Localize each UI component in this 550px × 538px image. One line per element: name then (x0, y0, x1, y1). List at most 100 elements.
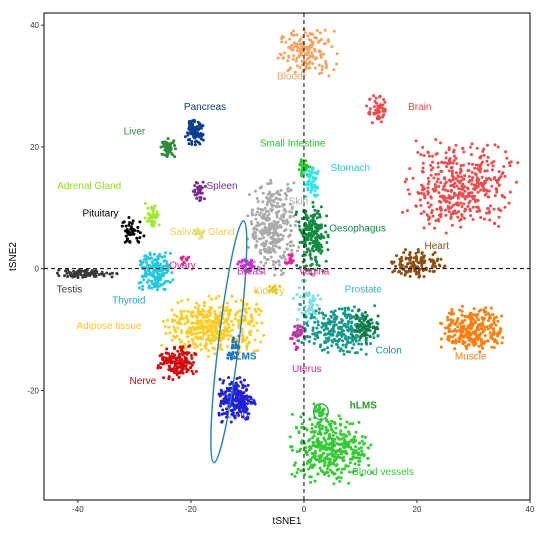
point (420, 251, 424, 255)
point (327, 443, 331, 447)
point (240, 391, 244, 395)
point (508, 190, 512, 194)
point (447, 323, 451, 327)
point (254, 234, 258, 238)
label-small-intestine: Small Intestine (260, 139, 326, 150)
point (280, 40, 284, 44)
point (469, 214, 473, 218)
point (173, 143, 177, 147)
point (202, 229, 206, 233)
point (259, 260, 263, 264)
point (191, 339, 195, 343)
point (443, 177, 447, 181)
point (340, 319, 344, 323)
point (332, 421, 336, 425)
point (244, 410, 248, 414)
point (175, 373, 179, 377)
point (227, 326, 231, 330)
point (467, 168, 471, 172)
point (199, 319, 203, 323)
point (169, 369, 173, 373)
point (110, 275, 114, 279)
point (297, 49, 301, 53)
point (172, 313, 176, 317)
point (311, 214, 315, 218)
point (332, 313, 336, 317)
point (478, 156, 482, 160)
point (341, 343, 345, 347)
point (308, 241, 312, 245)
point (504, 150, 508, 154)
point (473, 166, 477, 170)
point (446, 189, 450, 193)
point (199, 324, 203, 328)
point (380, 106, 384, 110)
point (348, 461, 352, 465)
point (359, 453, 363, 457)
point (345, 338, 349, 342)
point (418, 198, 422, 202)
point (227, 393, 231, 397)
point (360, 439, 364, 443)
point (195, 301, 199, 305)
point (495, 315, 499, 319)
point (241, 386, 245, 390)
point (483, 334, 487, 337)
point (225, 301, 229, 305)
point (444, 156, 448, 160)
point (312, 171, 316, 175)
point (353, 328, 357, 332)
point (496, 145, 500, 149)
point (337, 414, 341, 418)
point (285, 193, 289, 197)
point (198, 126, 202, 130)
point (276, 56, 280, 60)
label-vagina: Vagina (299, 266, 330, 277)
cluster-spleen (191, 180, 207, 203)
label-nerve: Nerve (130, 376, 157, 387)
point (310, 247, 314, 251)
point (268, 250, 272, 254)
point (207, 334, 211, 337)
point (304, 223, 308, 227)
point (214, 337, 218, 341)
point (190, 311, 194, 315)
point (422, 210, 426, 214)
point (311, 443, 315, 447)
point (250, 213, 254, 217)
point (322, 316, 326, 320)
point (298, 240, 302, 244)
point (327, 74, 331, 78)
point (339, 347, 343, 351)
point (330, 454, 334, 458)
point (452, 154, 456, 158)
point (498, 327, 502, 331)
point (321, 470, 325, 474)
point (338, 447, 342, 451)
point (161, 274, 165, 278)
point (289, 188, 293, 192)
point (250, 320, 254, 324)
point (275, 238, 279, 242)
point (473, 321, 477, 325)
point (324, 259, 328, 263)
point (459, 187, 463, 191)
point (179, 312, 183, 316)
label-pancreas: Pancreas (184, 102, 226, 113)
point (297, 220, 301, 224)
point (270, 247, 274, 250)
point (172, 371, 176, 375)
point (367, 463, 371, 467)
point (364, 315, 368, 319)
point (248, 320, 252, 324)
point (416, 248, 420, 252)
point (351, 455, 355, 459)
point (350, 332, 354, 336)
point (449, 197, 453, 201)
point (467, 162, 471, 166)
point (148, 251, 152, 255)
point (462, 202, 466, 206)
point (460, 205, 464, 209)
point (218, 346, 222, 350)
point (365, 104, 369, 108)
